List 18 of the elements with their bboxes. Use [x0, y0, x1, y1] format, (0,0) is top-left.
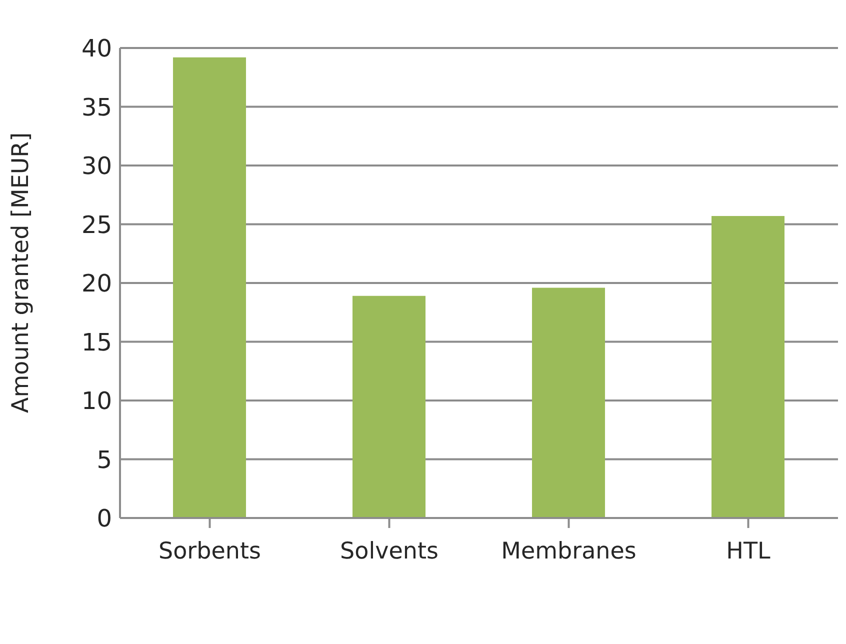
y-tick-label: 5 — [96, 446, 112, 474]
x-tick-label: Membranes — [501, 538, 636, 564]
y-tick-label: 35 — [81, 93, 112, 122]
y-tick-label: 40 — [81, 34, 112, 63]
bar — [352, 296, 426, 518]
bar — [173, 57, 246, 518]
y-tick-label: 25 — [81, 210, 112, 239]
x-tick-label: Solvents — [340, 538, 438, 564]
y-tick-label: 15 — [81, 328, 112, 356]
bar — [712, 216, 784, 518]
y-tick-label: 10 — [81, 387, 112, 416]
y-tick-label: 20 — [81, 270, 112, 298]
y-tick-label: 0 — [96, 504, 112, 533]
y-tick-label: 30 — [81, 152, 112, 180]
x-tick-label: HTL — [726, 538, 771, 564]
bar — [532, 288, 605, 518]
x-tick-label: Sorbents — [158, 538, 261, 564]
y-axis-title: Amount granted [MEUR] — [8, 132, 34, 413]
